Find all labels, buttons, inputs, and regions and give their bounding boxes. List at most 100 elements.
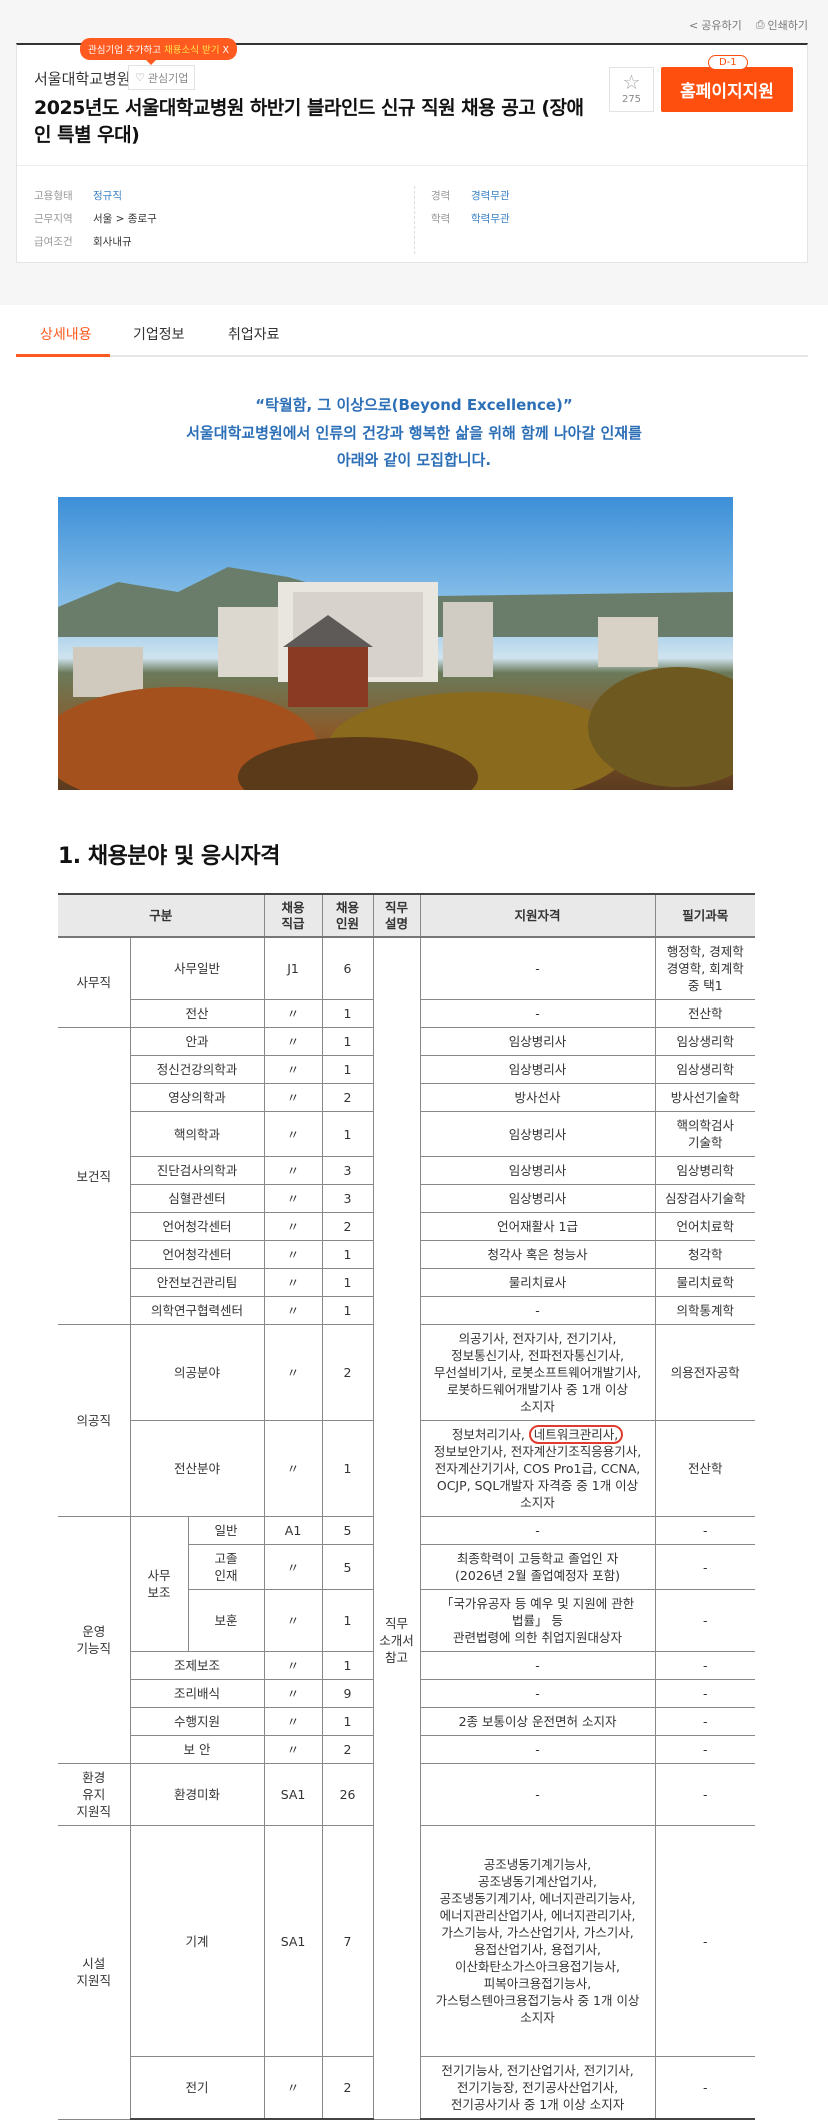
company-name[interactable]: 서울대학교병원 [34,70,131,88]
job-exam: 임상병리학 [654,1156,756,1185]
job-grade: SA1 [263,1763,323,1826]
career-value[interactable]: 경력무관 [471,190,510,202]
tab-career-materials[interactable]: 취업자료 [228,327,280,343]
job-qualification: 임상병리사 [419,1111,656,1157]
job-count: 7 [321,1825,374,2057]
job-exam: 심장검사기술학 [654,1184,756,1213]
qualification-text: 정보보안기사, 전자계산기조직응용기사, 전자계산기기사, COS Pro1급,… [433,1444,642,1510]
header-exam: 필기과목 [654,893,756,938]
employment-label: 고용형태 [34,190,73,202]
apply-homepage-button[interactable]: D-1 홈페이지지원 [661,55,793,112]
intro-line: 아래와 같이 모집합니다. [336,451,492,469]
table-row: 사무직 사무일반 J1 6 직무 소개서 참고 - 행정학, 경제학 경영학, 회계학 중 … [58,936,756,2120]
job-grade: 〃 [263,1268,323,1297]
job-grade: 〃 [263,1083,323,1112]
job-exam: 핵의학검사 기술학 [654,1111,756,1157]
job-group: 보건직 [58,1027,131,1325]
job-exam: - [654,2056,756,2120]
education-value[interactable]: 학력무관 [471,213,510,225]
intro-line: “탁월함, 그 이상으로(Beyond Excellence)” [255,396,573,414]
header-division: 구분 [58,893,265,938]
job-count: 1 [321,1055,374,1084]
job-division: 심혈관센터 [130,1184,265,1213]
job-qualification: 임상병리사 [419,1027,656,1056]
job-division: 조제보조 [130,1651,265,1680]
job-grade: 〃 [263,999,323,1028]
job-count: 1 [321,1296,374,1325]
table-row: 고졸 인재 〃 5 최종학력이 고등학교 졸업인 자 (2026년 2월 졸업예정자 … [58,1544,756,1590]
table-row: 심혈관센터 〃 3 임상병리사 심장검사기술학 [58,1184,756,1213]
active-tab-indicator [16,354,110,357]
job-count: 26 [321,1763,374,1826]
printer-icon: ⎙ [755,18,765,31]
share-button[interactable]: < 공유하기 [689,18,742,33]
job-count: 1 [321,1420,374,1517]
job-count: 1 [321,999,374,1028]
job-grade: 〃 [263,1707,323,1736]
job-qualification: 공조냉동기계기능사, 공조냉동기계산업기사, 공조냉동기계기사, 에너지관리기능… [419,1825,656,2057]
job-division: 안과 [129,1027,265,1056]
page-title: 2025년도 서울대학교병원 하반기 블라인드 신규 직원 채용 공고 (장애인… [34,97,584,146]
job-division: 기계 [129,1825,265,2057]
table-row: 환경 유지 지원직 환경미화 SA1 26- - [58,1763,756,1826]
scrap-count: 275 [621,94,642,105]
job-qualification: 의공기사, 전자기사, 전기기사, 정보통신기사, 전파전자통신기사, 무선설비… [419,1324,656,1421]
table-row: 의공직 의공분야 〃 2 의공기사, 전자기사, 전기기사, 정보통신기사, 전파전자통… [58,1324,756,1517]
job-count: 1 [321,1240,374,1269]
table-header-row: 구분 채용 직급 채용 인원 직무 설명 지원자격 필기과목 [58,893,756,938]
job-qualification: - [419,1735,656,1764]
hospital-illustration [58,567,733,790]
print-button[interactable]: ⎙ 인쇄하기 [755,18,808,32]
employment-value[interactable]: 정규직 [93,190,122,202]
job-qualification: 「국가유공자 등 예우 및 지원에 관한 법률」 등 관련법령에 의한 취업지원… [419,1589,656,1652]
header-count: 채용 인원 [321,893,374,938]
salary-value: 회사내규 [93,236,132,248]
job-exam: - [654,1589,756,1652]
job-division: 보훈 [188,1589,265,1652]
job-exam: 전산학 [654,1420,756,1517]
job-count: 2 [321,1735,374,1764]
close-icon[interactable]: X [222,45,229,56]
job-qualification: 방사선사 [419,1083,656,1112]
job-division: 수행지원 [130,1707,265,1736]
job-count: 2 [321,1324,374,1421]
job-count: 1 [321,1268,374,1297]
career-label: 경력 [431,190,451,202]
recruitment-table: 구분 채용 직급 채용 인원 직무 설명 지원자격 필기과목 사무직 사무일반 J1… [58,893,756,2120]
table-row: 조제보조 〃 1 - - [58,1651,756,1680]
job-grade: J1 [263,936,323,1000]
job-division: 조리배식 [130,1679,265,1708]
job-division: 고졸 인재 [188,1544,265,1590]
table-row: 시설 지원직 기계 SA1 7 공조냉동기계기능사, 공조냉동기계산업기사, 공조냉동기… [58,1825,756,2120]
section-title: 1. 채용분야 및 응시자격 [58,844,280,869]
job-group: 환경 유지 지원직 [58,1763,131,1826]
favorite-company-button[interactable]: ♡ 관심기업 [128,65,196,90]
job-exam: 행정학, 경제학 경영학, 회계학 중 택1 [654,936,756,1000]
job-count: 1 [321,1707,374,1736]
table-row: 영상의학과 〃 2 방사선사 방사선기술학 [58,1083,756,1112]
scrap-button[interactable]: ☆ 275 [609,67,654,112]
job-grade: 〃 [263,1027,323,1056]
job-qualification: - [419,936,656,1000]
job-exam: 청각학 [654,1240,756,1269]
job-exam: 의용전자공학 [654,1324,756,1421]
job-grade: 〃 [263,1156,323,1185]
qualification-text: 정보처리기사, [451,1427,529,1442]
tab-details[interactable]: 상세내용 [40,327,92,343]
job-division: 보 안 [130,1735,265,1764]
job-division: 안전보건관리팀 [130,1268,265,1297]
header-grade: 채용 직급 [263,893,323,938]
job-grade: 〃 [263,1735,323,1764]
job-count: 2 [321,2056,374,2120]
job-exam: 의학통계학 [654,1296,756,1325]
table-row: 운영 기능직 사무 보조 일반 A1 5- - [58,1516,756,1764]
job-count: 3 [321,1156,374,1185]
favorite-tooltip[interactable]: 관심기업 추가하고 채용소식 받기 X [80,38,237,65]
job-grade: 〃 [263,1544,323,1590]
job-exam: - [654,1707,756,1736]
location-value: 서울 > 종로구 [93,213,157,225]
table-row: 보훈 〃 1 「국가유공자 등 예우 및 지원에 관한 법률」 등 관련법령에 의한 … [58,1589,756,1652]
job-qualification: - [419,1516,656,1545]
tab-company-info[interactable]: 기업정보 [133,327,185,343]
table-row: 정신건강의학과 〃 1 임상병리사 임상생리학 [58,1055,756,1084]
